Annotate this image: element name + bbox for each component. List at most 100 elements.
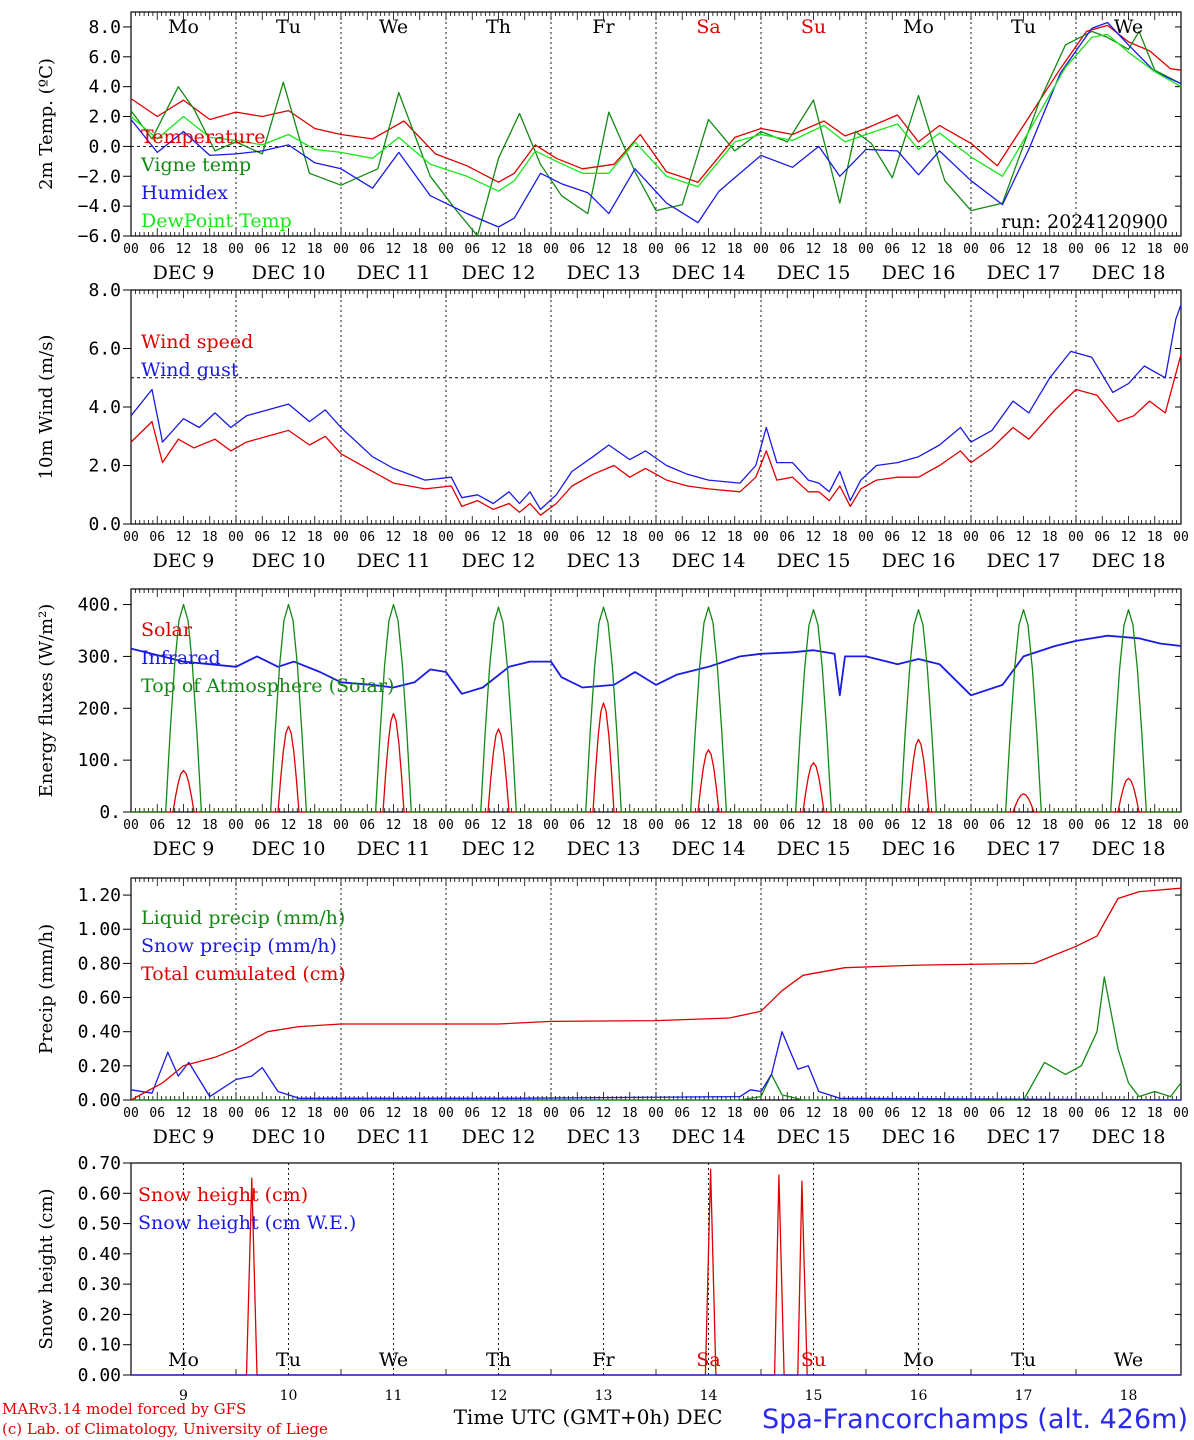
- weekday-label: Mo: [168, 1349, 199, 1371]
- hour-label: 18: [1042, 1106, 1058, 1121]
- hour-label: 18: [622, 530, 638, 545]
- hour-label: 18: [202, 1106, 218, 1121]
- date-label: DEC 17: [987, 550, 1061, 572]
- date-label: DEC 10: [252, 1126, 326, 1148]
- hour-label: 00: [123, 530, 139, 545]
- hour-label: 06: [989, 530, 1005, 545]
- y-tick-label: 0.10: [78, 1335, 121, 1356]
- hour-label: 00: [333, 1106, 349, 1121]
- hour-label: 00: [1173, 818, 1189, 833]
- hour-label: 00: [858, 242, 874, 257]
- legend-snow-height-cm: Snow height (cm): [138, 1184, 308, 1206]
- legend-humidex: Humidex: [141, 182, 228, 204]
- y-tick-label: 300.: [78, 646, 121, 667]
- hour-label: 12: [1016, 530, 1032, 545]
- y-tick-label: 6.0: [88, 339, 121, 360]
- hour-label: 12: [176, 242, 192, 257]
- y-tick-label: 0.20: [78, 1304, 121, 1325]
- y-tick-label: 6.0: [88, 47, 121, 68]
- weekday-label: Su: [801, 1349, 826, 1371]
- series-humidex: [130, 21, 1182, 228]
- series-dewpoint-temp: [130, 33, 1182, 192]
- panel-1: [123, 11, 1182, 237]
- hour-label: 18: [412, 530, 428, 545]
- hour-label: 06: [359, 242, 375, 257]
- series-snow-precip-mm-h: [130, 1031, 1182, 1101]
- weekday-label: Fr: [592, 16, 615, 38]
- hour-label: 06: [359, 1106, 375, 1121]
- hour-label: 00: [333, 530, 349, 545]
- y-tick-label: 8.0: [88, 17, 121, 38]
- y-tick-label: 1.20: [78, 885, 121, 906]
- hour-label: 00: [753, 530, 769, 545]
- y-tick-label: 0.30: [78, 1274, 121, 1295]
- y-tick-label: 2.0: [88, 456, 121, 477]
- day-number-label: 17: [1015, 1388, 1033, 1404]
- day-number-label: 14: [700, 1388, 718, 1404]
- y-tick-label: −6.0: [78, 226, 121, 247]
- date-label: DEC 15: [777, 838, 851, 860]
- hour-label: 00: [648, 242, 664, 257]
- y-tick-label: 100.: [78, 750, 121, 771]
- hour-label: 06: [464, 818, 480, 833]
- hour-label: 00: [963, 530, 979, 545]
- hour-label: 18: [832, 530, 848, 545]
- hour-label: 00: [963, 242, 979, 257]
- date-label: DEC 10: [252, 262, 326, 284]
- hour-label: 12: [386, 530, 402, 545]
- hour-label: 12: [176, 1106, 192, 1121]
- hour-label: 00: [333, 242, 349, 257]
- hour-label: 12: [911, 1106, 927, 1121]
- y-axis-title: Precip (mm/h): [36, 924, 57, 1054]
- hour-label: 06: [779, 818, 795, 833]
- hour-label: 06: [884, 1106, 900, 1121]
- hour-label: 12: [281, 1106, 297, 1121]
- y-tick-label: 8.0: [88, 280, 121, 301]
- hour-label: 18: [727, 530, 743, 545]
- hour-label: 00: [1173, 530, 1189, 545]
- day-number-label: 12: [490, 1388, 508, 1404]
- y-tick-label: 0.20: [78, 1056, 121, 1077]
- y-tick-label: 4.0: [88, 397, 121, 418]
- date-label: DEC 11: [357, 1126, 431, 1148]
- hour-label: 00: [1068, 242, 1084, 257]
- hour-label: 18: [517, 818, 533, 833]
- hour-label: 06: [989, 818, 1005, 833]
- hour-label: 00: [1068, 530, 1084, 545]
- hour-label: 18: [622, 818, 638, 833]
- hour-label: 18: [202, 530, 218, 545]
- hour-label: 06: [1094, 530, 1110, 545]
- y-tick-label: 0.70: [78, 1153, 121, 1174]
- y-tick-label: 0.0: [88, 514, 121, 535]
- legend-liquid-precip-mm-h: Liquid precip (mm/h): [141, 907, 345, 929]
- hour-label: 12: [1016, 242, 1032, 257]
- hour-label: 12: [596, 530, 612, 545]
- date-label: DEC 11: [357, 262, 431, 284]
- date-label: DEC 14: [672, 1126, 746, 1148]
- hour-label: 00: [123, 818, 139, 833]
- hour-label: 06: [359, 530, 375, 545]
- series-top-of-atmosphere-solar: [131, 603, 1181, 813]
- weekday-label: Sa: [696, 16, 720, 38]
- hour-label: 00: [648, 530, 664, 545]
- hour-label: 00: [333, 818, 349, 833]
- hour-label: 00: [438, 818, 454, 833]
- date-label: DEC 13: [567, 262, 641, 284]
- date-label: DEC 9: [153, 1126, 215, 1148]
- hour-label: 12: [491, 530, 507, 545]
- hour-label: 00: [543, 530, 559, 545]
- date-label: DEC 12: [462, 550, 536, 572]
- hour-label: 06: [779, 1106, 795, 1121]
- hour-label: 12: [176, 818, 192, 833]
- day-number-label: 10: [280, 1388, 298, 1404]
- hour-label: 12: [386, 1106, 402, 1121]
- hour-label: 18: [937, 818, 953, 833]
- weekday-label: Tu: [276, 16, 301, 38]
- y-tick-label: 0.00: [78, 1365, 121, 1386]
- hour-label: 06: [464, 530, 480, 545]
- panel-5: [123, 1162, 1182, 1376]
- date-label: DEC 17: [987, 1126, 1061, 1148]
- date-label: DEC 12: [462, 262, 536, 284]
- y-tick-label: 200.: [78, 698, 121, 719]
- hour-label: 18: [1042, 818, 1058, 833]
